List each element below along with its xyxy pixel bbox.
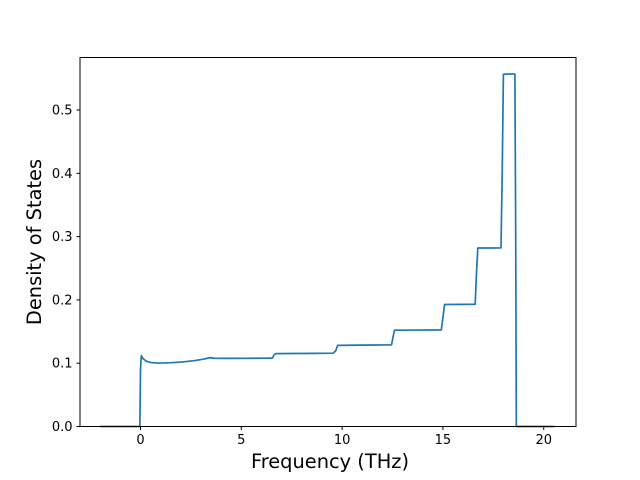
x-tick-label: 5 xyxy=(237,433,245,448)
axis-ticks xyxy=(76,109,545,430)
x-axis-label: Frequency (THz) xyxy=(251,450,409,473)
y-tick-label: 0.1 xyxy=(52,357,73,372)
y-tick-label: 0.5 xyxy=(52,104,73,119)
phonon-density-of-states-line xyxy=(100,73,555,428)
axis-tick-labels: 0 5 10 15 20 0.0 0.1 0.2 0.3 0.4 0.5 xyxy=(52,104,552,448)
x-tick-label: 0 xyxy=(136,433,144,448)
dos-line-group xyxy=(100,73,555,428)
y-tick-label: 0.4 xyxy=(52,167,73,182)
y-tick-label: 0.0 xyxy=(52,420,73,435)
plot-area xyxy=(80,57,576,427)
y-tick-label: 0.2 xyxy=(52,293,73,308)
x-tick-label: 20 xyxy=(535,433,552,448)
x-tick-label: 10 xyxy=(334,433,351,448)
axes-frame xyxy=(79,57,577,427)
y-tick-label: 0.3 xyxy=(52,230,73,245)
x-tick-label: 15 xyxy=(435,433,452,448)
y-axis-label: Density of States xyxy=(23,159,46,325)
